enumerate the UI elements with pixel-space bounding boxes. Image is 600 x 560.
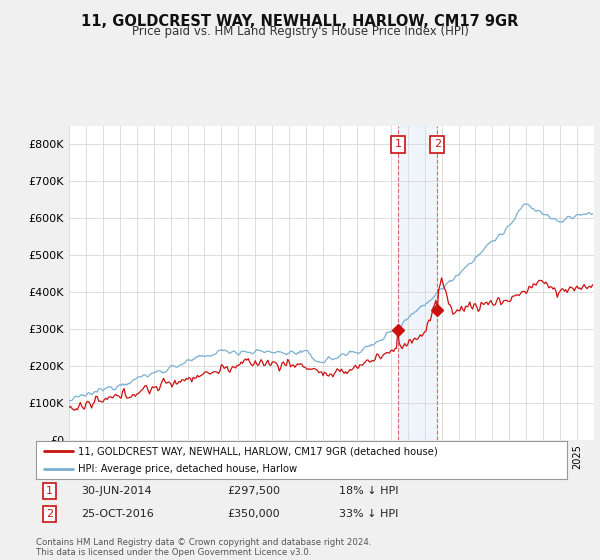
Text: 18% ↓ HPI: 18% ↓ HPI — [338, 486, 398, 496]
Text: £297,500: £297,500 — [227, 486, 280, 496]
Text: Contains HM Land Registry data © Crown copyright and database right 2024.
This d: Contains HM Land Registry data © Crown c… — [36, 538, 371, 557]
Text: HPI: Average price, detached house, Harlow: HPI: Average price, detached house, Harl… — [79, 464, 298, 474]
Text: 2: 2 — [434, 139, 441, 150]
Text: £350,000: £350,000 — [227, 509, 280, 519]
Bar — [398, 126, 437, 440]
Text: 11, GOLDCREST WAY, NEWHALL, HARLOW, CM17 9GR (detached house): 11, GOLDCREST WAY, NEWHALL, HARLOW, CM17… — [79, 446, 438, 456]
Text: 1: 1 — [394, 139, 401, 150]
Text: Price paid vs. HM Land Registry's House Price Index (HPI): Price paid vs. HM Land Registry's House … — [131, 25, 469, 38]
Text: 30-JUN-2014: 30-JUN-2014 — [81, 486, 152, 496]
Text: 25-OCT-2016: 25-OCT-2016 — [81, 509, 154, 519]
Text: 33% ↓ HPI: 33% ↓ HPI — [338, 509, 398, 519]
Text: 2: 2 — [46, 509, 53, 519]
Text: 1: 1 — [46, 486, 53, 496]
Text: 11, GOLDCREST WAY, NEWHALL, HARLOW, CM17 9GR: 11, GOLDCREST WAY, NEWHALL, HARLOW, CM17… — [82, 14, 518, 29]
